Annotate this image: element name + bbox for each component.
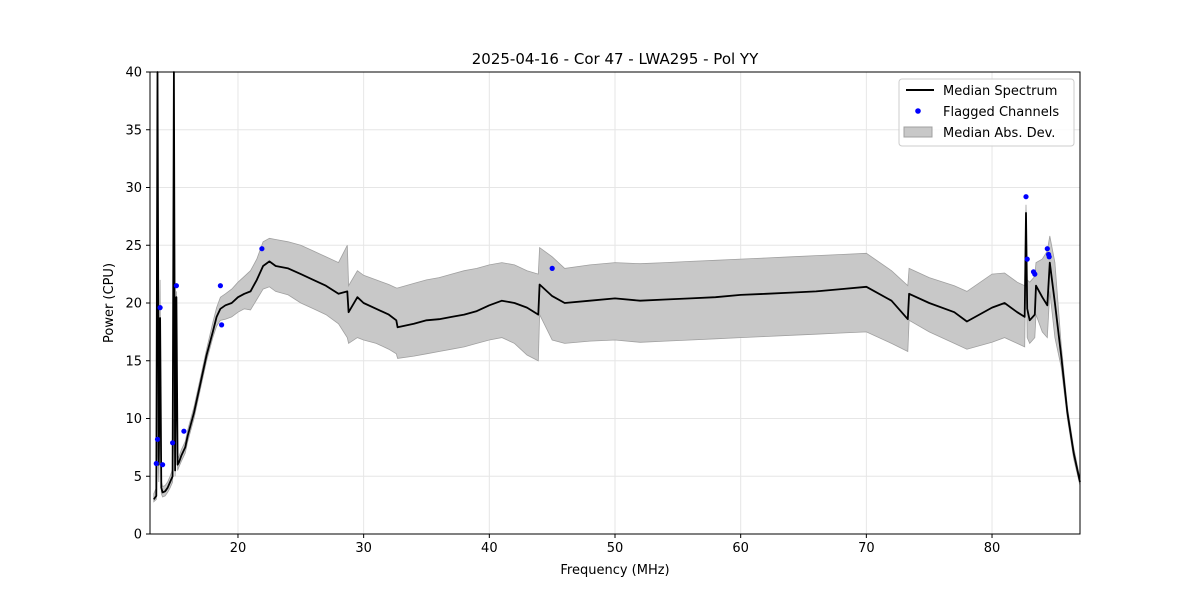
flagged-point — [1032, 271, 1038, 277]
x-axis: 20 30 40 50 60 70 80 — [230, 534, 1001, 556]
flagged-point — [153, 460, 159, 467]
x-tick-label: 80 — [984, 541, 1001, 556]
flagged-point — [259, 246, 265, 252]
median-spectrum-line — [153, 71, 1081, 500]
flagged-point — [217, 283, 223, 289]
flagged-point — [154, 436, 161, 442]
flagged-point — [1024, 256, 1030, 262]
flagged-point — [170, 440, 176, 446]
x-axis-label: Frequency (MHz) — [560, 563, 669, 578]
legend-flagged-swatch — [915, 108, 921, 114]
flagged-point — [1023, 194, 1029, 200]
y-tick-label: 0 — [134, 528, 142, 543]
y-axis: 0 5 10 15 20 25 30 35 40 — [125, 66, 150, 543]
flagged-point — [549, 265, 555, 271]
flagged-point — [181, 428, 187, 434]
legend-mad-swatch — [903, 126, 933, 138]
flagged-point — [173, 283, 179, 289]
y-tick-label: 20 — [125, 297, 142, 312]
x-tick-label: 70 — [858, 541, 875, 556]
y-tick-label: 25 — [125, 239, 142, 254]
median-line-group — [153, 71, 1081, 500]
legend-box — [898, 78, 1075, 147]
flagged-point — [219, 322, 225, 328]
flagged-points-group — [153, 194, 1052, 468]
legend-median-label: Median Spectrum — [943, 84, 1057, 99]
x-tick-label: 30 — [355, 541, 372, 556]
legend: Median Spectrum Flagged Channels Median … — [898, 78, 1075, 147]
y-tick-label: 40 — [125, 66, 142, 81]
chart-title: 2025-04-16 - Cor 47 - LWA295 - Pol YY — [472, 50, 759, 68]
y-tick-label: 30 — [125, 181, 142, 196]
x-tick-label: 60 — [732, 541, 749, 556]
flagged-point — [1046, 254, 1052, 260]
legend-mad-label: Median Abs. Dev. — [943, 126, 1055, 141]
y-tick-label: 35 — [125, 123, 142, 138]
y-axis-label: Power (CPU) — [102, 263, 117, 343]
legend-flagged-label: Flagged Channels — [943, 105, 1059, 120]
flagged-point — [157, 305, 163, 311]
x-tick-label: 40 — [481, 541, 498, 556]
y-tick-label: 15 — [125, 354, 142, 369]
y-tick-label: 5 — [134, 470, 142, 485]
y-tick-label: 10 — [125, 412, 142, 427]
flagged-point — [160, 462, 166, 468]
flagged-point — [1044, 246, 1050, 252]
x-tick-label: 20 — [230, 541, 247, 556]
x-tick-label: 50 — [607, 541, 624, 556]
